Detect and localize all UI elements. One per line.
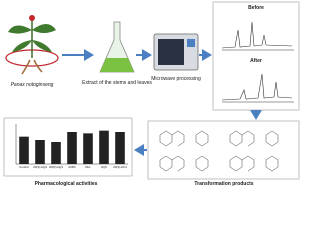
products-label: Transformation products [194, 181, 253, 187]
x-tick-label: 20(R)-Rg3 [49, 165, 63, 169]
before-label: Before [248, 5, 264, 11]
x-tick-label: 20(S)-Rg3 [33, 165, 47, 169]
chromatogram-trace [221, 21, 293, 49]
bar-chart: Control 20(S)-Rg3 20(R)-Rg3 20Rh Rk1 Rg5 20(S)… [15, 124, 128, 169]
bar [51, 142, 61, 164]
bar [115, 132, 125, 164]
bar [35, 140, 45, 164]
bar [19, 136, 29, 164]
x-tick-label: Rg5 [101, 165, 107, 169]
structures [159, 130, 279, 172]
chromatogram-trace [221, 73, 293, 101]
x-tick-label: 20Rh [68, 165, 76, 169]
products-box [147, 120, 300, 180]
flask-image [99, 21, 135, 73]
activities-label: Pharmacological activities [35, 181, 98, 187]
bar [67, 132, 77, 164]
microwave-image [153, 33, 199, 71]
bar [99, 130, 109, 164]
x-tick-label: Rk1 [85, 165, 91, 169]
plant-image [5, 15, 59, 75]
extract-label: Extract of the stems and leaves [82, 80, 152, 86]
diagram: Panax notoginseng Extract of the stems a… [3, 1, 300, 187]
plant-label: Panax notoginseng [11, 82, 54, 88]
after-label: After [250, 58, 262, 64]
chromatogram-box [212, 1, 300, 111]
bar [83, 133, 93, 164]
x-tick-label: Control [19, 165, 29, 169]
microwave-label: Microwave processing [151, 76, 201, 82]
x-tick-label: 20(S)-Rh1 [113, 165, 127, 169]
